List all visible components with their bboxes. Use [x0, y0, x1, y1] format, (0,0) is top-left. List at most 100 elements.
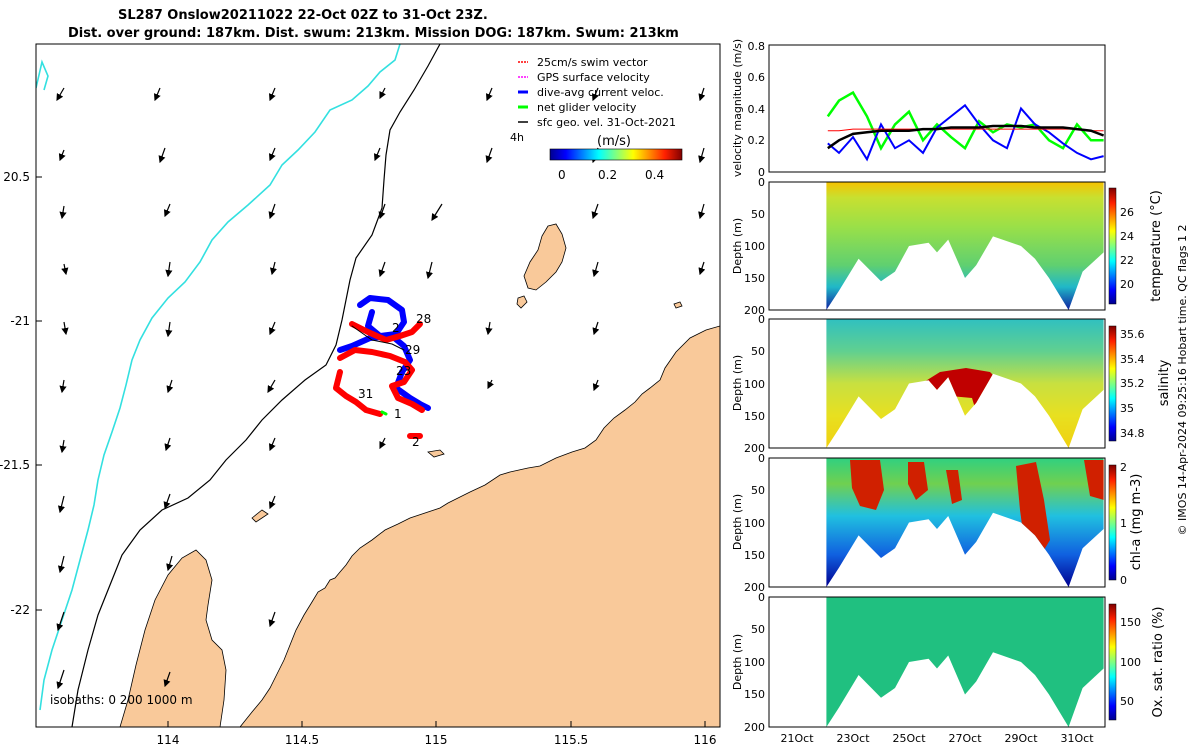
legend-label: 25cm/s swim vector — [537, 56, 648, 69]
time-series-panels: 0 0.2 0.4 0.6 0.8 velocity magnitude (m/… — [731, 39, 1189, 745]
oxygen-field — [826, 597, 1104, 727]
salinity-colorbar-tick: 35 — [1120, 402, 1134, 415]
oxygen-colorbar-label: Ox. sat. ratio (%) — [1151, 607, 1166, 718]
date-tick-label: 27Oct — [948, 732, 982, 745]
temperature-y-axis-label: Depth (m) — [731, 218, 744, 274]
velocity-y-tick-label: 0 — [758, 166, 765, 179]
map-colorbar — [549, 148, 683, 161]
salinity-colorbar-tick: 35.2 — [1120, 377, 1145, 390]
day-label: 23 — [396, 364, 411, 378]
title-line-2: Dist. over ground: 187km. Dist. swum: 21… — [68, 26, 679, 41]
map-x-tick-label: 115 — [425, 733, 448, 747]
depth-tick-label: 50 — [751, 208, 765, 221]
velocity-magnitude-panel: 0 0.2 0.4 0.6 0.8 velocity magnitude (m/… — [731, 39, 1106, 179]
map-x-tick-label: 116 — [694, 733, 717, 747]
day-label: 1 — [394, 407, 402, 421]
velocity-red-line — [827, 128, 1104, 132]
temperature-colorbar-tick: 24 — [1120, 230, 1134, 243]
depth-tick-label: 50 — [751, 623, 765, 636]
velocity-y-tick-label: 0.6 — [748, 71, 766, 84]
depth-tick-label: 150 — [744, 410, 765, 423]
temperature-panel: 26 24 22 20 temperature (°C) Depth (m) 0… — [731, 176, 1164, 317]
velocity-green-line — [826, 90, 1104, 151]
velocity-y-tick-label: 0.2 — [748, 134, 766, 147]
islet-land-4 — [673, 301, 683, 309]
depth-tick-label: 0 — [758, 176, 765, 189]
date-tick-label: 21Oct — [780, 732, 814, 745]
oxygen-colorbar-tick: 100 — [1120, 656, 1141, 669]
chlorophyll-colorbar-label: chl-a (mg m-3) — [1129, 474, 1144, 571]
legend-label: net glider velocity — [537, 101, 637, 114]
duration-label: 4h — [510, 131, 524, 144]
depth-tick-label: 100 — [744, 240, 765, 253]
colorbar-tick-label: 0.4 — [645, 168, 664, 182]
surface-velocity-arrow-field — [56, 87, 706, 690]
depth-tick-label: 100 — [744, 378, 765, 391]
mainland-land — [239, 325, 720, 727]
temperature-colorbar-label: temperature (°C) — [1149, 190, 1164, 302]
temperature-colorbar-tick: 20 — [1120, 278, 1134, 291]
oxygen-colorbar — [1108, 603, 1117, 721]
map-y-tick-label: 20.5 — [3, 170, 30, 184]
oxygen-y-axis-label: Depth (m) — [731, 634, 744, 690]
chlorophyll-colorbar-tick: 0 — [1120, 574, 1127, 587]
date-tick-label: 25Oct — [892, 732, 926, 745]
chlorophyll-bloom — [946, 470, 962, 504]
glider-track — [333, 295, 431, 439]
oxygen-panel: 150 100 50 Ox. sat. ratio (%) Depth (m) … — [731, 591, 1166, 745]
salinity-colorbar-tick: 34.8 — [1120, 427, 1145, 440]
colorbar-unit-label: (m/s) — [597, 134, 631, 149]
island-land — [523, 223, 567, 291]
day-label: 29 — [405, 343, 420, 357]
chlorophyll-axes-frame — [768, 457, 1106, 588]
temperature-colorbar-tick: 22 — [1120, 254, 1134, 267]
chlorophyll-bloom — [850, 460, 884, 510]
depth-tick-label: 0 — [758, 313, 765, 326]
net-glider-velocity-track — [380, 410, 388, 416]
title-line-1: SL287 Onslow20211022 22-Oct 02Z to 31-Oc… — [118, 8, 488, 23]
temperature-colorbar — [1108, 187, 1117, 305]
depth-tick-label: 200 — [744, 304, 765, 317]
isobath-0m — [36, 44, 401, 711]
islet-land-1 — [516, 295, 528, 309]
map-legend: 25cm/s swim vector GPS surface velocity … — [510, 56, 676, 149]
map-x-tick-label: 115.5 — [554, 733, 588, 747]
colorbar-tick-label: 0.2 — [598, 168, 617, 182]
isobaths-label: isobaths: 0 200 1000 m — [50, 693, 193, 707]
depth-tick-label: 50 — [751, 484, 765, 497]
salinity-colorbar-tick: 35.6 — [1120, 328, 1145, 341]
salinity-axes-frame — [768, 318, 1106, 449]
velocity-y-tick-label: 0.4 — [748, 103, 766, 116]
date-tick-label: 23Oct — [836, 732, 870, 745]
colorbar-tick-label: 0 — [558, 168, 566, 182]
depth-tick-label: 200 — [744, 581, 765, 594]
oxygen-colorbar-tick: 150 — [1120, 616, 1141, 629]
velocity-blue-line — [827, 103, 1104, 162]
chlorophyll-y-axis-label: Depth (m) — [731, 494, 744, 550]
legend-label: dive-avg current veloc. — [537, 86, 664, 99]
velocity-y-axis-label: velocity magnitude (m/s) — [731, 39, 744, 177]
swim-vector-track — [333, 321, 425, 439]
copyright-note: © IMOS 14-Apr-2024 09:25:16 Hobart time.… — [1176, 225, 1189, 536]
salinity-colorbar — [1108, 325, 1117, 442]
chlorophyll-colorbar-tick: 1 — [1120, 517, 1127, 530]
depth-tick-label: 200 — [744, 442, 765, 455]
depth-tick-label: 100 — [744, 656, 765, 669]
date-tick-label: 31Oct — [1060, 732, 1094, 745]
salinity-y-axis-label: Depth (m) — [731, 355, 744, 411]
map-panel: 28 2 29 23 31 1 2 25cm/s swim vector GPS… — [0, 43, 721, 747]
depth-tick-label: 0 — [758, 452, 765, 465]
temperature-axes-frame — [768, 181, 1106, 311]
oxygen-colorbar-tick: 50 — [1120, 695, 1134, 708]
depth-tick-label: 50 — [751, 345, 765, 358]
sfc-geo-track — [351, 325, 405, 351]
depth-tick-label: 100 — [744, 517, 765, 530]
temperature-field — [826, 182, 1104, 310]
dive-avg-current-track — [337, 295, 431, 411]
islet-land-2 — [427, 449, 445, 458]
map-axes-frame — [35, 43, 721, 728]
day-label: 2 — [392, 321, 400, 335]
chlorophyll-colorbar-tick: 2 — [1120, 461, 1127, 474]
depth-tick-label: 200 — [744, 721, 765, 734]
depth-tick-label: 150 — [744, 688, 765, 701]
